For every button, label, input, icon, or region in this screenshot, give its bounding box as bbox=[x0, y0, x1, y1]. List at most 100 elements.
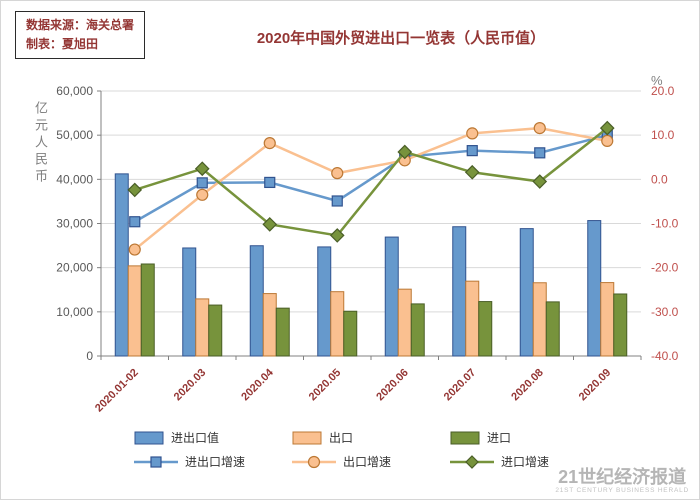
marker-square bbox=[264, 176, 276, 189]
bar-series-0 bbox=[587, 220, 602, 357]
bar-series-0 bbox=[384, 236, 399, 357]
right-axis-tick-label: 0.0 bbox=[651, 172, 668, 186]
line-series-2 bbox=[134, 127, 609, 237]
bar-series-0 bbox=[317, 246, 332, 357]
x-axis-label: 2020.08 bbox=[509, 367, 546, 404]
marker-circle bbox=[196, 188, 209, 201]
bar-series-1 bbox=[127, 265, 142, 357]
x-axis-label: 2020.04 bbox=[239, 366, 276, 403]
left-axis-title: 亿元人民币 bbox=[33, 101, 48, 186]
marker-square bbox=[466, 145, 478, 157]
marker-circle bbox=[263, 137, 276, 150]
bar-series-1 bbox=[262, 293, 277, 357]
marker-circle bbox=[466, 127, 479, 140]
legend-label-total-value: 进出口值 bbox=[171, 431, 220, 445]
legend-swatch-import-growth-line bbox=[450, 454, 494, 469]
right-axis-title: % bbox=[651, 73, 663, 88]
legend: 进出口值 出口 进口 进出口增速 bbox=[134, 429, 608, 470]
legend-swatch-export-growth-line bbox=[292, 455, 336, 468]
left-axis-tick-label: 30,000 bbox=[56, 217, 93, 231]
herald-watermark: 21世纪经济报道 21ST CENTURY BUSINESS HERALD bbox=[555, 467, 689, 495]
marker-diamond bbox=[464, 164, 480, 180]
bar-series-2 bbox=[478, 301, 493, 357]
line-series-0 bbox=[134, 133, 608, 223]
source-box: 数据来源：海关总署 制表：夏旭田 bbox=[15, 11, 146, 59]
left-axis-tick-label: 40,000 bbox=[56, 172, 93, 186]
legend-swatch-import-bar bbox=[450, 431, 480, 444]
bar-series-2 bbox=[343, 310, 358, 357]
bar-series-2 bbox=[613, 293, 628, 357]
bar-series-0 bbox=[452, 226, 467, 357]
marker-square bbox=[129, 216, 141, 228]
left-axis-tick-label: 50,000 bbox=[56, 128, 93, 142]
bar-series-2 bbox=[140, 263, 155, 357]
marker-circle bbox=[331, 167, 344, 180]
left-axis-tick-label: 20,000 bbox=[56, 261, 93, 275]
bar-series-1 bbox=[532, 282, 547, 357]
chart-title: 2020年中国外贸进出口一览表（人民币值） bbox=[256, 30, 546, 47]
marker-diamond bbox=[194, 161, 210, 177]
legend-row-lines: 进出口增速 出口增速 进口增速 bbox=[134, 453, 608, 470]
marker-diamond bbox=[329, 228, 345, 243]
right-axis-tick-label: -40.0 bbox=[651, 349, 679, 363]
bar-series-1 bbox=[600, 282, 615, 357]
legend-swatch-export-bar bbox=[292, 431, 322, 444]
legend-label-import-growth: 进口增速 bbox=[501, 455, 550, 469]
bar-series-1 bbox=[465, 280, 480, 357]
legend-row-bars: 进出口值 出口 进口 bbox=[134, 429, 608, 446]
legend-label-export-growth: 出口增速 bbox=[343, 455, 392, 469]
x-axis-label: 2020.09 bbox=[577, 367, 614, 404]
bar-series-1 bbox=[195, 298, 210, 357]
marker-diamond bbox=[262, 217, 278, 232]
marker-circle bbox=[128, 243, 141, 256]
marker-diamond bbox=[397, 144, 413, 160]
right-axis-tick-label: -20.0 bbox=[651, 261, 679, 275]
right-axis-tick-label: 20.0 bbox=[651, 84, 675, 98]
x-axis-label: 2020.05 bbox=[307, 367, 344, 404]
marker-square bbox=[196, 177, 208, 189]
x-axis-label: 2020.06 bbox=[374, 367, 411, 404]
marker-diamond bbox=[599, 120, 615, 136]
bar-series-1 bbox=[397, 288, 412, 357]
chart-plot-area: 60,000 20.0 50,000 10.0 40,000 0.0 30,000 -10.0… bbox=[56, 84, 679, 415]
right-axis-tick-label: -10.0 bbox=[651, 217, 679, 231]
legend-label-import: 进口 bbox=[487, 431, 512, 445]
x-axis-label: 2020.01-02 bbox=[93, 367, 141, 415]
bar-series-1 bbox=[330, 291, 345, 357]
bar-series-2 bbox=[410, 303, 425, 357]
bar-series-2 bbox=[208, 304, 223, 357]
marker-diamond bbox=[532, 174, 548, 189]
line-series-1 bbox=[133, 126, 608, 251]
x-axis-label: 2020.07 bbox=[442, 367, 479, 404]
legend-item-total-growth[interactable]: 进出口增速 bbox=[134, 453, 292, 470]
left-axis-tick-label: 10,000 bbox=[56, 305, 93, 319]
watermark-cn-text: 21世纪经济报道 bbox=[558, 467, 687, 487]
legend-item-import-growth[interactable]: 进口增速 bbox=[450, 453, 608, 470]
bar-series-2 bbox=[545, 301, 560, 357]
legend-item-export-growth[interactable]: 出口增速 bbox=[292, 453, 450, 470]
legend-item-export[interactable]: 出口 bbox=[292, 429, 450, 446]
legend-swatch-total-bar bbox=[134, 431, 164, 444]
bar-series-0 bbox=[519, 228, 534, 357]
table-author-text: 制表：夏旭田 bbox=[26, 37, 99, 51]
marker-square bbox=[331, 195, 343, 207]
bar-series-0 bbox=[249, 245, 264, 357]
legend-swatch-total-growth-line bbox=[134, 455, 178, 468]
marker-circle bbox=[533, 121, 546, 135]
left-axis-tick-label: 0 bbox=[86, 349, 93, 363]
marker-diamond bbox=[127, 182, 143, 198]
marker-square bbox=[534, 147, 546, 159]
right-axis-tick-label: 10.0 bbox=[651, 128, 675, 142]
bar-series-0 bbox=[114, 173, 129, 357]
legend-item-total-value[interactable]: 进出口值 bbox=[134, 429, 292, 446]
watermark-en-text: 21ST CENTURY BUSINESS HERALD bbox=[555, 487, 689, 494]
data-source-text: 数据来源：海关总署 bbox=[26, 18, 135, 32]
bar-series-2 bbox=[275, 307, 290, 357]
right-axis-tick-label: -30.0 bbox=[651, 305, 679, 319]
legend-item-import[interactable]: 进口 bbox=[450, 429, 608, 446]
legend-label-export: 出口 bbox=[329, 431, 354, 445]
x-axis-label: 2020.03 bbox=[172, 367, 209, 404]
bar-series-0 bbox=[182, 247, 197, 357]
left-axis-tick-label: 60,000 bbox=[56, 84, 93, 98]
